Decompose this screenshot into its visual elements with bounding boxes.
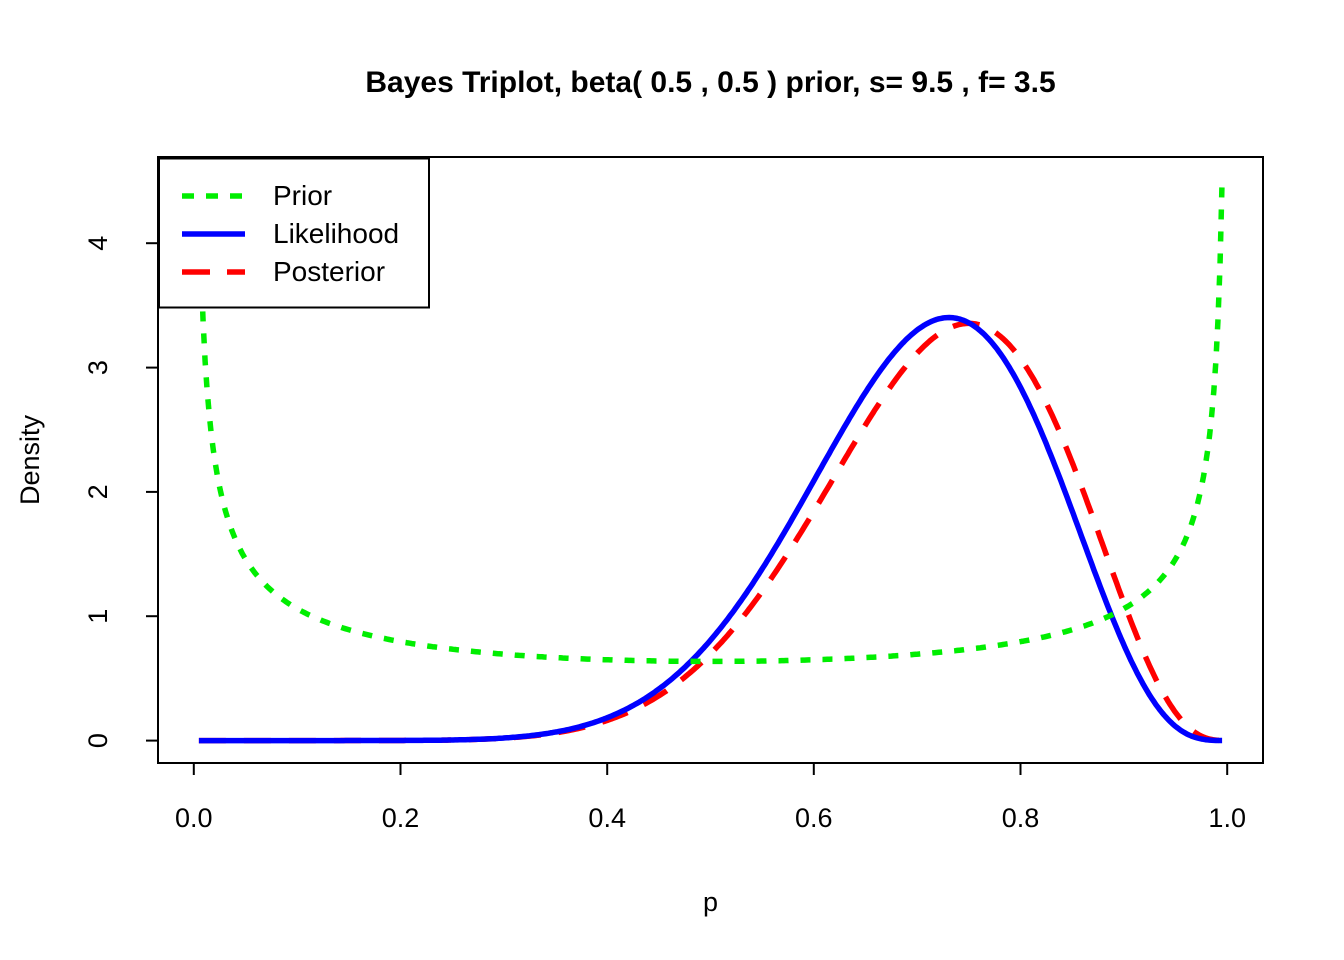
x-axis: 0.0 0.2 0.4 0.6 0.8 1.0 bbox=[175, 763, 1246, 833]
y-tick-label: 1 bbox=[83, 609, 113, 624]
legend-label-likelihood: Likelihood bbox=[273, 218, 399, 249]
legend-label-posterior: Posterior bbox=[273, 256, 385, 287]
x-tick-label: 0.4 bbox=[588, 803, 626, 833]
y-tick-label: 4 bbox=[83, 236, 113, 251]
curve-likelihood bbox=[198, 314, 1223, 744]
x-tick-label: 0.0 bbox=[175, 803, 213, 833]
chart-title: Bayes Triplot, beta( 0.5 , 0.5 ) prior, … bbox=[365, 66, 1055, 99]
x-axis-label: p bbox=[703, 887, 718, 917]
x-tick-label: 1.0 bbox=[1208, 803, 1246, 833]
y-axis: 0 1 2 3 4 bbox=[83, 236, 158, 748]
y-tick-label: 0 bbox=[83, 733, 113, 748]
curves-layer bbox=[196, 179, 1225, 744]
curve-posterior bbox=[198, 320, 1223, 744]
y-tick-label: 3 bbox=[83, 360, 113, 375]
plot-box bbox=[157, 156, 1264, 764]
x-tick-label: 0.6 bbox=[795, 803, 833, 833]
x-tick-label: 0.8 bbox=[1002, 803, 1040, 833]
legend-label-prior: Prior bbox=[273, 180, 332, 211]
x-tick-label: 0.2 bbox=[382, 803, 420, 833]
legend: Prior Likelihood Posterior bbox=[158, 157, 430, 309]
curve-prior bbox=[196, 179, 1225, 665]
y-axis-label: Density bbox=[15, 414, 45, 505]
y-tick-label: 2 bbox=[83, 484, 113, 499]
